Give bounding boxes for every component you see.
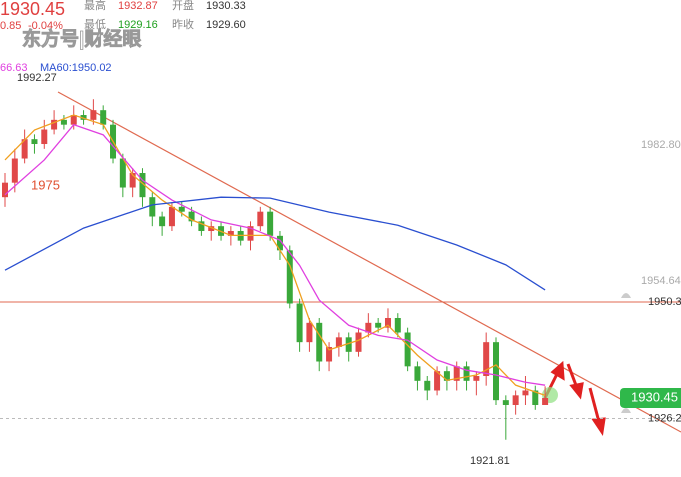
candle-body: [247, 226, 254, 241]
price: 1930.45: [0, 0, 65, 19]
price-badge: [620, 387, 681, 408]
candle-body: [296, 303, 303, 343]
candle-body: [168, 206, 175, 227]
label: 昨收: [172, 17, 194, 31]
label: 最高: [84, 0, 106, 12]
annotation: 1975: [31, 177, 60, 192]
candle-body: [227, 231, 234, 236]
candle-body: [198, 221, 205, 232]
candle-body: [355, 332, 362, 352]
candle-body: [2, 182, 8, 198]
candle-body: [473, 375, 480, 381]
label: 开盘: [172, 0, 194, 12]
candle-body: [453, 366, 460, 381]
candle-body: [326, 346, 333, 362]
watermark: 东方号|财经眼: [22, 27, 141, 50]
y-tick-label: 1950.3: [648, 296, 681, 308]
candle-body: [414, 366, 421, 381]
change-pct: -0.04%: [28, 20, 63, 32]
candle-body: [493, 342, 499, 401]
low-label: 1921.81: [470, 455, 510, 467]
high-label: 1992.27: [17, 72, 57, 84]
candle-body: [434, 371, 441, 391]
candle-body: [502, 400, 509, 405]
candle-body: [512, 395, 519, 405]
candle-body: [139, 173, 146, 198]
candle-body: [375, 322, 382, 328]
candle-body: [119, 158, 126, 188]
candle-body: [267, 211, 274, 236]
value: 1929.16: [118, 19, 158, 31]
label: 最低: [84, 18, 106, 31]
candle-body: [257, 211, 264, 227]
candle-body: [394, 318, 401, 333]
candle-body: [316, 322, 323, 362]
candle-body: [149, 197, 156, 217]
candle-body: [178, 206, 185, 212]
candle-body: [335, 337, 342, 347]
ma60-legend: MA60:1950.02: [40, 62, 112, 74]
candle-body: [276, 235, 283, 251]
candle-body: [443, 371, 450, 381]
ma-line: [4, 196, 546, 291]
ma-line: [4, 114, 546, 396]
candle-body: [345, 337, 352, 352]
y-tick-label: 1954.64: [641, 275, 681, 287]
candle-body: [11, 158, 18, 183]
candle-body: [41, 129, 48, 145]
candle-body: [90, 110, 97, 120]
price-badge-label: 1930.45: [631, 389, 678, 404]
candle-body: [70, 115, 77, 125]
ma-line: [4, 123, 546, 386]
candle-body: [159, 216, 166, 227]
candle-body: [384, 318, 391, 328]
value: 1929.60: [206, 19, 246, 31]
candle-body: [532, 390, 539, 405]
candle-body: [365, 322, 372, 333]
candle-body: [60, 119, 67, 125]
trend-line: [57, 91, 681, 433]
candle-body: [80, 115, 87, 120]
candle-body: [188, 211, 195, 222]
candle-body: [483, 342, 490, 376]
candle-body: [129, 173, 136, 188]
candle-body: [208, 226, 215, 232]
candle-body: [542, 397, 549, 405]
candle-body: [286, 250, 293, 304]
candle-body: [51, 119, 58, 130]
value: 1930.33: [206, 0, 246, 12]
ma10-legend: 66.63: [0, 62, 28, 74]
candle-body: [424, 380, 431, 391]
y-tick-label: 1982.80: [641, 139, 681, 151]
candle-body: [522, 390, 529, 396]
candle-body: [21, 139, 28, 159]
change: 0.85: [0, 20, 21, 32]
candle-body: [100, 110, 107, 125]
candle-body: [31, 139, 38, 145]
y-tick-label: 1926.2: [648, 412, 681, 424]
candle-body: [463, 366, 470, 381]
candle-body: [306, 322, 313, 343]
value: 1932.87: [118, 0, 158, 12]
candle-body: [404, 332, 411, 367]
